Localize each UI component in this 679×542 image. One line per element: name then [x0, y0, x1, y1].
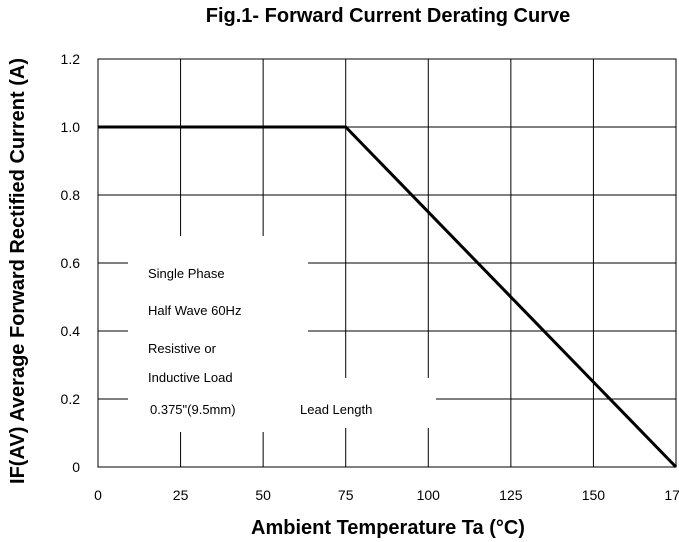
y-tick-labels: 0 0.2 0.4 0.6 0.8 1.0 1.2	[61, 51, 81, 475]
x-tick-label: 25	[173, 487, 189, 503]
x-tick-label: 50	[255, 487, 271, 503]
series-line	[98, 125, 678, 469]
x-tick-label: 125	[499, 487, 523, 503]
y-tick-label: 0.4	[61, 323, 81, 339]
annotation-line4: Inductive Load	[148, 370, 233, 385]
y-tick-label: 0.8	[61, 187, 81, 203]
y-tick-label: 0	[72, 459, 80, 475]
x-tick-label: 150	[582, 487, 606, 503]
x-tick-labels: 0 25 50 75 100 125 150 175	[94, 487, 679, 503]
y-tick-label: 0.6	[61, 255, 81, 271]
x-tick-label: 75	[338, 487, 354, 503]
chart-title: Fig.1- Forward Current Derating Curve	[206, 5, 571, 27]
y-tick-label: 0.2	[61, 391, 81, 407]
x-tick-label: 100	[417, 487, 441, 503]
y-tick-label: 1.2	[61, 51, 81, 67]
annotation-box	[128, 378, 436, 428]
annotation-line5b: Lead Length	[300, 402, 372, 417]
annotation-line1: Single Phase	[148, 266, 225, 281]
x-tick-label: 175	[664, 487, 679, 503]
annotation-line5a: 0.375"(9.5mm)	[150, 402, 236, 417]
annotation-line3: Resistive or	[148, 341, 217, 356]
y-axis-title: IF(AV) Average Forward Rectified Current…	[7, 58, 29, 484]
y-tick-label: 1.0	[61, 119, 81, 135]
x-axis-title: Ambient Temperature Ta (°C)	[251, 517, 525, 539]
annotation-line2: Half Wave 60Hz	[148, 303, 241, 318]
x-tick-label: 0	[94, 487, 102, 503]
plot-frame	[97, 58, 677, 468]
